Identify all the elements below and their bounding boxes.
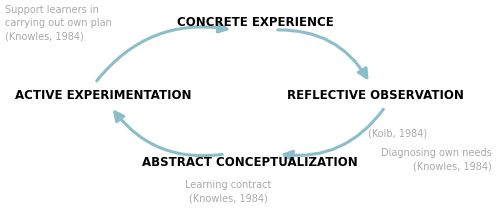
Text: ABSTRACT CONCEPTUALIZATION: ABSTRACT CONCEPTUALIZATION (142, 156, 358, 168)
Text: CONCRETE EXPERIENCE: CONCRETE EXPERIENCE (176, 15, 334, 28)
Text: (Kolb, 1984): (Kolb, 1984) (368, 128, 427, 138)
Text: Diagnosing own needs
(Knowles, 1984): Diagnosing own needs (Knowles, 1984) (382, 148, 492, 171)
Text: Support learners in
carrying out own plan
(Knowles, 1984): Support learners in carrying out own pla… (5, 5, 112, 41)
Text: Learning contract
(Knowles, 1984): Learning contract (Knowles, 1984) (185, 180, 271, 203)
Text: ACTIVE EXPERIMENTATION: ACTIVE EXPERIMENTATION (15, 89, 191, 101)
Text: REFLECTIVE OBSERVATION: REFLECTIVE OBSERVATION (286, 89, 464, 101)
